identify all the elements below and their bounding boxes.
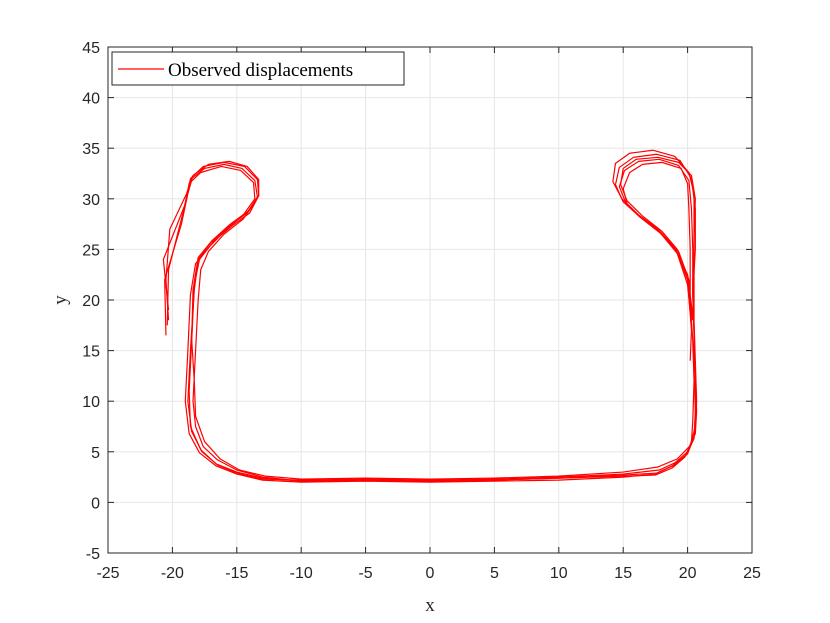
x-tick-label: 5 (490, 565, 499, 582)
series-layer (162, 149, 698, 483)
ticks (107, 46, 753, 554)
y-tick-label: 10 (82, 394, 100, 411)
x-tick-label: 20 (679, 565, 697, 582)
y-tick-label: 20 (82, 293, 100, 310)
y-axis-label: y (50, 295, 71, 305)
x-tick-label: -10 (290, 565, 313, 582)
x-tick-label: -5 (358, 565, 372, 582)
legend-label: Observed displacements (168, 60, 353, 81)
grid (108, 47, 752, 553)
x-tick-label: -15 (225, 565, 248, 582)
y-tick-label: 15 (82, 344, 100, 361)
y-tick-label: 35 (82, 141, 100, 158)
x-tick-label: 10 (550, 565, 568, 582)
x-tick-label: 0 (426, 565, 435, 582)
x-tick-label: 15 (614, 565, 632, 582)
series-line (165, 158, 698, 481)
legend: Observed displacements (111, 51, 405, 86)
tick-labels: -25 -20 -15 -10 -5 0 5 10 15 20 25 -5 0 5 10 15 20 25 30 35… (82, 40, 761, 582)
y-tick-label: 0 (91, 495, 100, 512)
series-line (166, 153, 696, 483)
x-tick-label: 25 (743, 565, 761, 582)
y-tick-label: 40 (82, 91, 100, 108)
x-axis-label: x (425, 595, 435, 616)
y-tick-label: 5 (91, 445, 100, 462)
series-line (162, 156, 696, 482)
y-tick-label: 45 (82, 40, 100, 57)
y-tick-label: 25 (82, 242, 100, 259)
series-line (164, 149, 698, 480)
x-tick-label: -20 (161, 565, 184, 582)
x-tick-label: -25 (96, 565, 119, 582)
y-tick-label: 30 (82, 192, 100, 209)
y-tick-label: -5 (86, 546, 100, 563)
